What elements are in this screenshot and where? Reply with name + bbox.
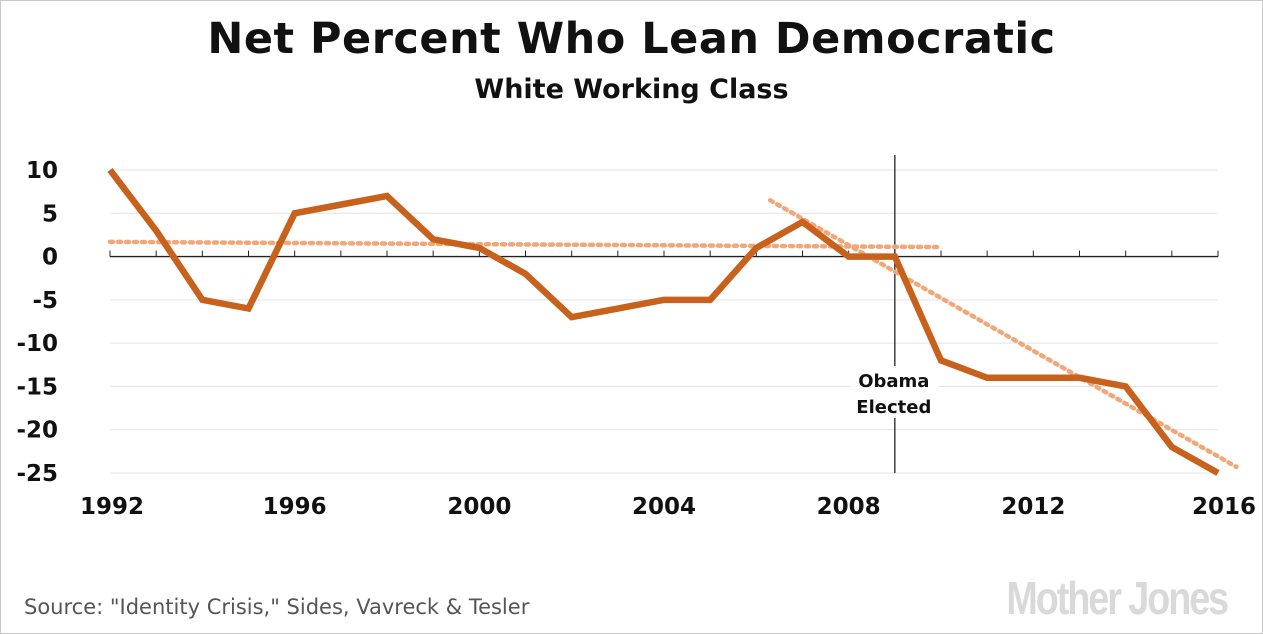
- source-note: Source: "Identity Crisis," Sides, Vavrec…: [24, 595, 530, 619]
- x-tick-label: 2016: [1192, 494, 1256, 520]
- y-tick-label: 10: [26, 158, 58, 184]
- chart-title: Net Percent Who Lean Democratic: [207, 14, 1056, 64]
- x-tick-label: 2008: [817, 494, 881, 520]
- y-tick-label: 5: [42, 201, 58, 227]
- x-tick-label: 2000: [447, 494, 511, 520]
- y-tick-label: -5: [32, 288, 58, 314]
- trendline: [107, 239, 944, 250]
- annotation-label-background: [850, 366, 939, 418]
- x-tick-label: 1996: [263, 494, 327, 520]
- x-tick-label: 2004: [632, 494, 696, 520]
- y-tick-label: -25: [16, 461, 58, 487]
- y-tick-label: -20: [16, 418, 58, 444]
- x-tick-label: 2012: [1001, 494, 1065, 520]
- annotation-label: Elected: [856, 397, 931, 418]
- y-tick-label: 0: [42, 245, 58, 271]
- series-line: [107, 168, 1220, 476]
- annotation-label: Obama: [858, 371, 929, 392]
- x-tick-label: 1992: [80, 494, 144, 520]
- trendline: [767, 198, 1239, 470]
- publisher-logo: Mother Jones: [1006, 572, 1229, 624]
- chart-subtitle: White Working Class: [474, 74, 789, 105]
- y-tick-label: -15: [16, 374, 58, 400]
- y-tick-label: -10: [16, 331, 58, 357]
